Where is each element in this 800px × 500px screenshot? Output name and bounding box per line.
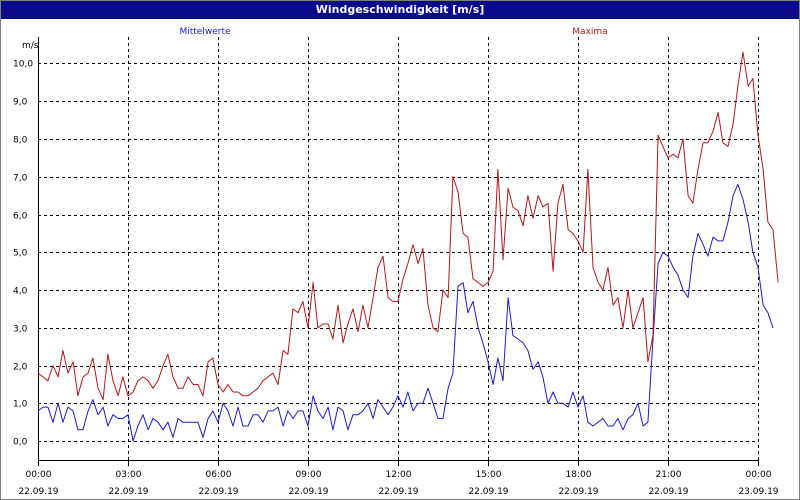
y-tick-label: 5,0 [13, 249, 28, 259]
grid-layer [38, 37, 759, 460]
x-tick-time-label: 03:00 [116, 470, 142, 480]
y-axis-label: m/s [22, 41, 39, 51]
legend-entry-mittelwerte: Mittelwerte [179, 27, 230, 37]
x-tick-time-label: 00:00 [746, 470, 772, 480]
x-tick-date-label: 22.09.19 [198, 487, 238, 497]
legend-layer: Mittelwerte Maxima [179, 27, 607, 37]
x-tick-date-label: 22.09.19 [288, 487, 328, 497]
y-tick-label: 3,0 [13, 325, 28, 335]
y-tick-label: 9,0 [13, 98, 28, 108]
y-tick-label: 1,0 [13, 400, 28, 410]
y-tick-label: 0,0 [13, 438, 28, 448]
x-tick-time-label: 00:00 [26, 470, 52, 480]
x-tick-time-label: 21:00 [656, 470, 682, 480]
x-tick-time-label: 06:00 [206, 470, 232, 480]
y-tick-label: 4,0 [13, 287, 28, 297]
x-tick-date-label: 22.09.19 [558, 487, 598, 497]
y-tick-label: 8,0 [13, 136, 28, 146]
x-tick-date-label: 22.09.19 [108, 487, 148, 497]
x-tick-date-label: 22.09.19 [468, 487, 508, 497]
chart-title: Windgeschwindigkeit [m/s] [1, 1, 799, 19]
x-tick-time-label: 15:00 [476, 470, 502, 480]
x-tick-date-label: 22.09.19 [378, 487, 418, 497]
x-tick-time-label: 09:00 [296, 470, 322, 480]
x-tick-date-label: 22.09.19 [648, 487, 688, 497]
series-layer [37, 51, 779, 442]
x-tick-date-label: 22.09.19 [18, 487, 58, 497]
y-tick-label: 6,0 [13, 212, 28, 222]
x-tick-time-label: 12:00 [386, 470, 412, 480]
y-tick-label: 7,0 [13, 174, 28, 184]
x-tick-date-label: 23.09.19 [738, 487, 778, 497]
x-tick-time-label: 18:00 [566, 470, 592, 480]
legend-entry-maxima: Maxima [572, 27, 607, 37]
axes-layer: 0,0 1,0 2,0 3,0 4,0 5,0 6,0 7,0 8,0 9,0 10,0 00:00 2… [13, 37, 779, 497]
y-tick-label: 10,0 [13, 60, 33, 70]
series-line-mittelwerte [37, 183, 774, 442]
series-line-maxima [37, 51, 779, 401]
y-tick-label: 2,0 [13, 363, 28, 373]
